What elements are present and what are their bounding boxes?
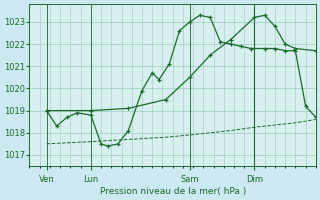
X-axis label: Pression niveau de la mer( hPa ): Pression niveau de la mer( hPa ) xyxy=(100,187,246,196)
